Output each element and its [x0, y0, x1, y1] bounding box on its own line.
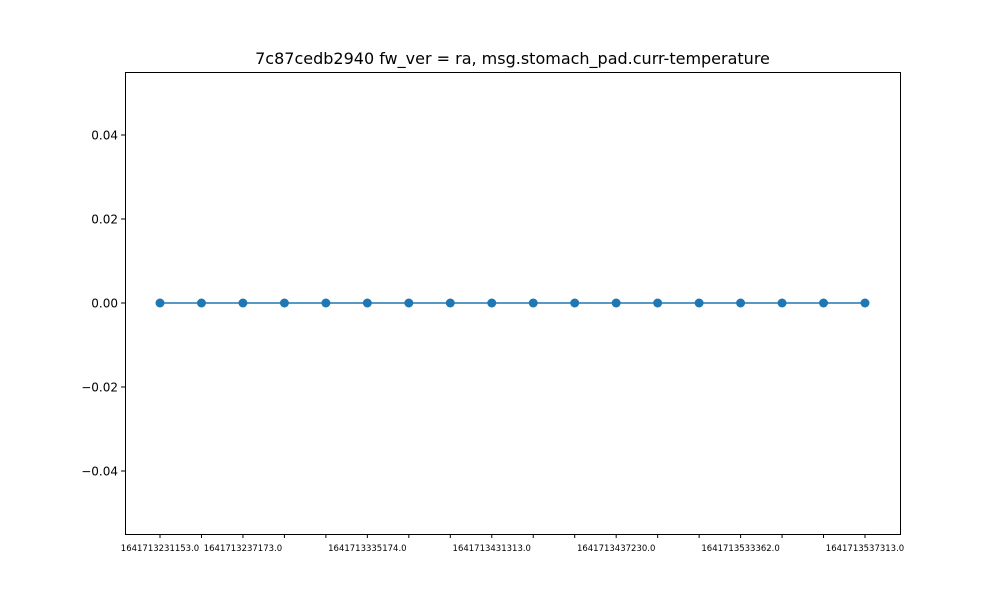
data-point	[155, 298, 165, 308]
data-point	[570, 298, 580, 308]
data-point	[445, 298, 455, 308]
y-tick-label: 0.04	[91, 129, 118, 143]
x-tick-label: 1641713231153.0	[121, 544, 199, 554]
data-point	[777, 298, 787, 308]
data-point	[238, 298, 248, 308]
data-point	[528, 298, 538, 308]
x-tick-label: 1641713237173.0	[204, 544, 282, 554]
plot-area-frame	[125, 72, 901, 535]
chart-title: 7c87cedb2940 fw_ver = ra, msg.stomach_pa…	[255, 49, 770, 69]
x-tick-label: 1641713537313.0	[826, 544, 904, 554]
data-point	[487, 298, 497, 308]
y-axis: 0.04 0.02 0.00 −0.02 −0.04	[81, 129, 125, 479]
y-tick-label: 0.02	[91, 213, 118, 227]
data-point	[362, 298, 372, 308]
data-point	[321, 298, 331, 308]
data-point	[196, 298, 206, 308]
data-point	[653, 298, 663, 308]
data-point	[694, 298, 704, 308]
data-point	[279, 298, 289, 308]
x-tick-label: 1641713431313.0	[453, 544, 531, 554]
series-layer	[155, 298, 870, 308]
data-point	[611, 298, 621, 308]
x-tick-label: 1641713335174.0	[328, 544, 406, 554]
y-tick-label: −0.04	[81, 465, 118, 479]
x-axis: 1641713231153.0 1641713237173.0 1641713335…	[121, 534, 904, 554]
x-tick-label: 1641713533362.0	[701, 544, 779, 554]
data-point	[736, 298, 746, 308]
data-point	[860, 298, 870, 308]
y-tick-label: −0.02	[81, 381, 118, 395]
x-tick-label: 1641713437230.0	[577, 544, 655, 554]
data-point	[819, 298, 829, 308]
y-tick-label: 0.00	[91, 297, 118, 311]
data-point	[404, 298, 414, 308]
